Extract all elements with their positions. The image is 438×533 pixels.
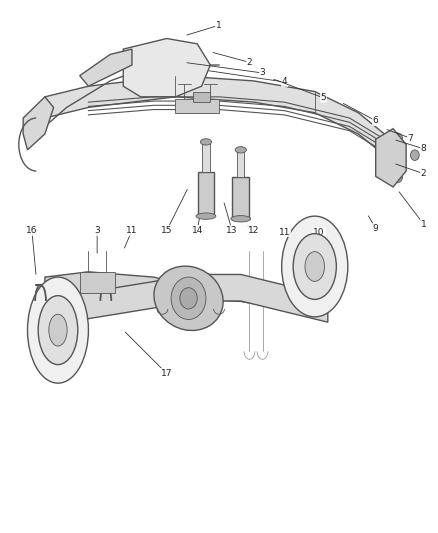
Ellipse shape (154, 266, 223, 330)
Bar (237, 150, 244, 177)
Circle shape (171, 277, 206, 319)
Ellipse shape (293, 233, 336, 300)
Text: 2: 2 (247, 58, 252, 67)
Text: 15: 15 (161, 226, 173, 235)
Ellipse shape (235, 147, 246, 153)
Text: 8: 8 (420, 144, 427, 154)
Polygon shape (23, 97, 53, 150)
Bar (80, 272, 115, 293)
Circle shape (392, 133, 403, 146)
Text: 2: 2 (421, 169, 426, 178)
Polygon shape (45, 76, 385, 155)
Bar (233, 177, 249, 219)
Circle shape (410, 150, 419, 160)
Circle shape (392, 170, 403, 183)
Text: 12: 12 (248, 226, 259, 235)
Circle shape (180, 288, 197, 309)
Text: 16: 16 (26, 226, 38, 235)
Text: 11: 11 (279, 228, 290, 237)
Text: 3: 3 (94, 226, 100, 235)
Ellipse shape (38, 296, 78, 365)
Text: 3: 3 (260, 68, 265, 77)
Polygon shape (123, 38, 210, 97)
Text: 17: 17 (161, 369, 173, 378)
Text: 6: 6 (373, 116, 378, 125)
Ellipse shape (305, 252, 325, 281)
Polygon shape (376, 128, 406, 187)
Ellipse shape (282, 216, 348, 317)
Text: 13: 13 (226, 226, 238, 235)
Text: 1: 1 (216, 21, 222, 30)
Bar (193, 92, 210, 102)
Text: 9: 9 (373, 224, 378, 233)
Ellipse shape (200, 139, 212, 145)
Ellipse shape (231, 216, 251, 222)
Text: 5: 5 (321, 93, 326, 102)
Ellipse shape (196, 213, 216, 219)
Text: 14: 14 (191, 226, 203, 235)
Text: 1: 1 (420, 220, 427, 229)
Text: 4: 4 (282, 77, 287, 86)
Bar (202, 142, 210, 172)
Text: 10: 10 (313, 228, 325, 237)
Bar (176, 100, 219, 113)
Ellipse shape (49, 314, 67, 346)
Bar (198, 172, 214, 216)
Text: 7: 7 (408, 134, 413, 143)
Polygon shape (67, 274, 328, 322)
Polygon shape (45, 272, 197, 298)
Ellipse shape (28, 277, 88, 383)
Polygon shape (80, 49, 132, 86)
Text: 11: 11 (126, 226, 138, 235)
